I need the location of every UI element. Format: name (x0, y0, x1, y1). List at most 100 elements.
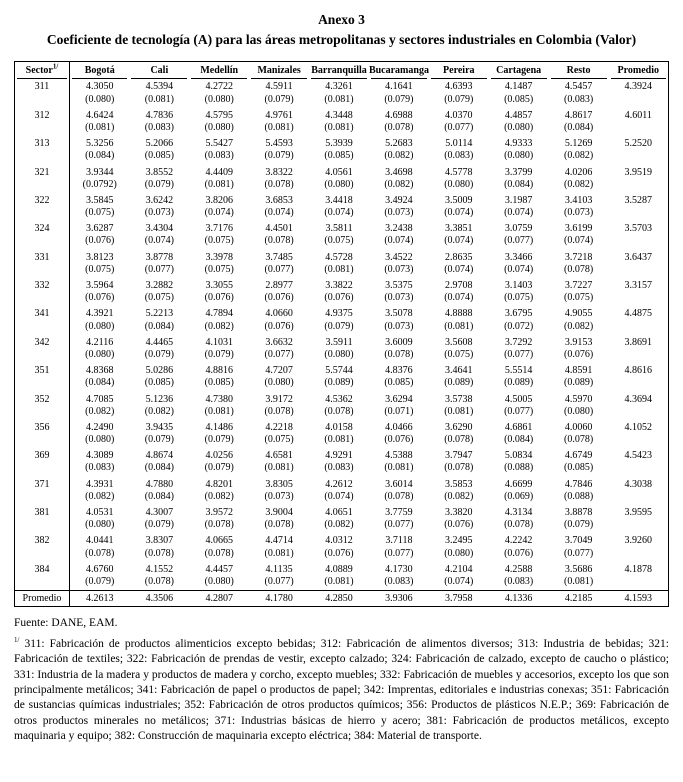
coefficient-value: 4.8376 (385, 365, 413, 377)
value-cell: 3.5911 (0.080) (309, 335, 369, 363)
standard-error: (0.074) (444, 575, 474, 587)
standard-error: (0.078) (85, 547, 115, 559)
sector-cell: 322 (14, 192, 70, 222)
value-cell: 4.6581 (0.081) (249, 448, 309, 476)
standard-error: (0.085) (204, 377, 234, 389)
standard-error: (0.078) (563, 263, 594, 275)
coefficient-value: 3.8305 (265, 478, 293, 490)
value-cell: 3.7759 (0.077) (369, 505, 429, 533)
standard-error: (0.081) (264, 547, 294, 559)
table-row: 369 4.3089 (0.083) 4.8674 (0.084) 4.0256 (0.07… (14, 448, 669, 477)
value-cell: 3.5811 (0.075) (309, 221, 369, 249)
value-cell: 5.1269 (0.082) (549, 136, 609, 164)
standard-error: (0.079) (204, 462, 234, 474)
standard-error: (0.075) (204, 235, 234, 247)
coefficient-value: 3.6853 (265, 194, 293, 206)
standard-error: (0.082) (144, 405, 174, 417)
value-cell: 4.2242 (0.076) (489, 533, 549, 561)
coefficient-value: 5.3256 (85, 138, 114, 150)
standard-error: (0.076) (264, 320, 294, 332)
value-cell: 4.8368 (0.084) (70, 363, 130, 391)
value-cell: 3.4698 (0.082) (369, 165, 429, 193)
standard-error: (0.078) (504, 519, 534, 531)
standard-error: (0.078) (264, 519, 294, 531)
value-cell: 5.3939 (0.085) (309, 136, 369, 164)
sector-header-superscript: 1/ (52, 63, 59, 72)
sector-cell: 332 (14, 278, 70, 307)
standard-error: (0.078) (264, 235, 294, 247)
value-cell: 3.2438 (0.074) (369, 221, 429, 249)
standard-error: (0.082) (85, 405, 115, 417)
coefficient-value: 4.1487 (504, 81, 533, 93)
coefficient-value: 4.8617 (564, 109, 593, 121)
standard-error: (0.081) (85, 121, 115, 133)
value-cell: 5.0114 (0.083) (429, 136, 489, 164)
standard-error: (0.084) (563, 121, 594, 133)
value-cell: 3.9004 (0.078) (249, 505, 309, 533)
coefficient-value: 3.3055 (205, 280, 233, 292)
value-cell: 5.2683 (0.082) (369, 136, 429, 164)
value-cell: 4.2490 (0.080) (70, 420, 130, 448)
value-cell: 4.4714 (0.081) (249, 533, 309, 561)
coefficient-value: 3.2495 (445, 535, 473, 547)
value-cell: 3.8206 (0.074) (189, 193, 249, 221)
value-cell: 4.2116 (0.080) (70, 335, 130, 363)
value-cell: 3.1403 (0.075) (489, 278, 549, 306)
value-cell: 3.3055 (0.076) (189, 278, 249, 306)
standard-error: (0.076) (324, 547, 354, 559)
coefficient-value: 3.5608 (445, 336, 473, 348)
standard-error: (0.076) (563, 348, 594, 360)
value-cell: 4.5362 (0.078) (309, 392, 369, 420)
footnote-text: 311: Fabricación de productos alimentici… (14, 638, 669, 742)
value-cell: 4.1031 (0.079) (189, 335, 249, 363)
value-cell: 4.5394 (0.081) (129, 79, 189, 107)
coefficient-value: 3.9153 (564, 336, 593, 348)
coefficient-value: 4.6424 (85, 109, 114, 121)
standard-error: (0.077) (563, 547, 594, 559)
coefficient-value: 3.7218 (564, 251, 593, 263)
value-cell: 4.1730 (0.083) (369, 562, 429, 591)
table-header: Sector1/Bogotá Cali Medellín Manizales Barra… (14, 61, 669, 80)
coefficient-value: 3.7227 (564, 280, 593, 292)
coefficient-value: 3.3978 (205, 251, 233, 263)
value-cell: 3.7485 (0.077) (249, 250, 309, 278)
standard-error: (0.081) (264, 121, 294, 133)
standard-error: (0.080) (204, 93, 234, 105)
sector-cell: 321 (14, 164, 70, 193)
sector-cell: 384 (14, 561, 70, 591)
standard-error: (0.089) (324, 377, 354, 389)
footnote-marker: 1/ (14, 636, 20, 645)
standard-error: (0.079) (563, 519, 594, 531)
column-header: Barranquilla (309, 62, 369, 80)
standard-error: (0.081) (204, 405, 234, 417)
coefficient-value: 4.8888 (445, 308, 473, 320)
row-average-cell: 4.3924 (609, 79, 669, 107)
row-average-cell: 4.3038 (609, 477, 669, 505)
coefficient-value: 3.7759 (385, 507, 413, 519)
standard-error: (0.074) (324, 490, 354, 502)
sector-cell: 341 (14, 306, 70, 335)
value-cell: 3.5738 (0.081) (429, 392, 489, 420)
coefficient-value: 4.2722 (205, 81, 233, 93)
value-cell: 3.8123 (0.075) (70, 250, 130, 278)
table-row: 351 4.8368 (0.084) 5.0286 (0.085) 4.8816 (0.08… (14, 363, 669, 392)
value-cell: 3.3799 (0.084) (489, 165, 549, 193)
value-cell: 4.6424 (0.081) (70, 108, 130, 136)
value-cell: 3.4304 (0.074) (129, 221, 189, 249)
value-cell: 4.5388 (0.081) (369, 448, 429, 476)
value-cell: 3.3820 (0.076) (429, 505, 489, 533)
value-cell: 3.4103 (0.073) (549, 193, 609, 221)
table-title: Coeficiente de tecnología (A) para las á… (46, 31, 637, 47)
standard-error: (0.081) (324, 575, 354, 587)
value-cell: 4.7846 (0.088) (549, 477, 609, 505)
standard-error: (0.081) (264, 462, 294, 474)
coefficient-value: 3.8778 (145, 251, 174, 263)
coefficient-value: 4.8368 (85, 365, 114, 377)
standard-error: (0.083) (504, 575, 534, 587)
standard-error: (0.074) (504, 207, 534, 219)
value-cell: 5.5427 (0.083) (189, 136, 249, 164)
coefficient-value: 5.2520 (624, 138, 653, 150)
coefficient-value: 4.2588 (504, 563, 533, 575)
standard-error: (0.078) (144, 547, 174, 559)
value-cell: 5.5744 (0.089) (309, 363, 369, 391)
